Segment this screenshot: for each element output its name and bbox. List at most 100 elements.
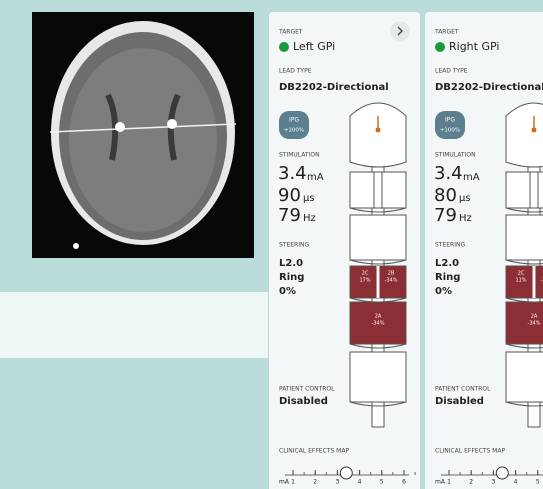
ipg-value: +100% <box>440 128 460 134</box>
contact-active <box>505 301 543 345</box>
program-panel: TARGET Right GPi LEAD TYPE DB2202-Direction… <box>425 12 543 489</box>
steering-value: L2.0 <box>435 258 459 269</box>
ipg-label: IPG <box>445 117 455 124</box>
scale-label: 6 <box>402 479 406 486</box>
pulse-width: 80 <box>434 185 457 206</box>
amplitude: 3.4 <box>278 163 307 184</box>
contact-active-rim <box>505 343 543 349</box>
contact-name: 2A <box>531 314 538 320</box>
section-label: PATIENT CONTROL <box>279 386 335 393</box>
unit: µs <box>303 193 315 204</box>
frequency: 79 <box>278 205 301 226</box>
section-label: CLINICAL EFFECTS MAP <box>435 448 505 455</box>
scale-unit: mA <box>435 479 446 486</box>
section-label: PATIENT CONTROL <box>435 386 491 393</box>
steering-value: L2.0 <box>279 258 303 269</box>
temp-icon <box>375 127 381 133</box>
program-panel: TARGET Left GPi LEAD TYPE DB2202-Directiona… <box>269 12 427 489</box>
contact <box>349 171 407 209</box>
amplitude-knob[interactable] <box>495 466 509 480</box>
steering-value: Ring <box>279 272 304 283</box>
contact <box>505 171 543 209</box>
frequency: 79 <box>434 205 457 226</box>
temp-icon <box>531 127 537 133</box>
lead-type: DB2202-Directional <box>279 82 389 93</box>
ipg-badge <box>279 111 309 139</box>
scale-label: 3 <box>491 479 495 486</box>
contact-active <box>349 301 407 345</box>
light-strip <box>0 292 268 358</box>
next-button[interactable] <box>390 21 410 41</box>
section-label: LEAD TYPE <box>279 68 312 75</box>
unit: mA <box>463 172 480 183</box>
amplitude: 3.4 <box>434 163 463 184</box>
button-bg <box>390 21 410 41</box>
unit: Hz <box>303 213 316 224</box>
lead-type: DB2202-Directional <box>435 82 543 93</box>
unit: mA <box>307 172 324 183</box>
scale-unit: mA <box>279 479 290 486</box>
patient-control: Disabled <box>279 396 328 407</box>
contact-rim <box>505 401 543 407</box>
status-dot <box>435 42 445 52</box>
contact-name: 2B <box>388 271 395 277</box>
scale-label: 1 <box>291 479 295 486</box>
contact <box>505 214 543 261</box>
scale-label: 2 <box>469 479 473 486</box>
contact-active-rim <box>349 343 407 349</box>
section-label: LEAD TYPE <box>435 68 468 75</box>
patient-control: Disabled <box>435 396 484 407</box>
unit: Hz <box>459 213 472 224</box>
ct-image <box>32 12 254 258</box>
scale-label: 4 <box>358 479 362 486</box>
ipg-value: +100% <box>284 128 304 134</box>
section-label: STIMULATION <box>435 152 476 159</box>
scale-label: 4 <box>514 479 518 486</box>
section-label: CLINICAL EFFECTS MAP <box>279 448 349 455</box>
contact-value: -34% <box>385 278 398 284</box>
contact-value: -34% <box>528 321 541 327</box>
contact-value: 11% <box>515 278 526 284</box>
steering-value: 0% <box>279 286 296 297</box>
status-dot <box>279 42 289 52</box>
steering-value: 0% <box>435 286 452 297</box>
scale-label: 3 <box>335 479 339 486</box>
section-label: TARGET <box>278 29 303 36</box>
contact <box>505 351 543 403</box>
contact <box>349 214 407 261</box>
contact-name: 2C <box>518 271 525 277</box>
contact-rim <box>349 259 407 265</box>
scale-label: 1 <box>447 479 451 486</box>
section-label: TARGET <box>434 29 459 36</box>
contact <box>349 351 407 403</box>
unit: µs <box>459 193 471 204</box>
contact-rim <box>505 259 543 265</box>
scale-label: 2 <box>313 479 317 486</box>
contact-rim <box>505 207 543 213</box>
contact-value: -34% <box>541 278 543 284</box>
scale-label: 5 <box>380 479 384 486</box>
section-label: STIMULATION <box>279 152 320 159</box>
amplitude-knob[interactable] <box>339 466 353 480</box>
contact-rim <box>349 207 407 213</box>
section-label: STEERING <box>279 242 309 249</box>
ipg-label: IPG <box>289 117 299 124</box>
pulse-width: 90 <box>278 185 301 206</box>
contact-name: 2C <box>362 271 369 277</box>
scale-label: 5 <box>536 479 540 486</box>
contact-value: 17% <box>359 278 370 284</box>
steering-value: Ring <box>435 272 460 283</box>
contact-active <box>505 265 543 299</box>
contact-rim <box>349 401 407 407</box>
ipg-badge <box>435 111 465 139</box>
section-label: STEERING <box>435 242 465 249</box>
contact-value: -34% <box>372 321 385 327</box>
target-name: Left GPi <box>293 40 335 53</box>
lead-tip <box>505 102 543 168</box>
lead-tip <box>349 102 407 168</box>
chevron-icon <box>397 26 403 36</box>
target-name: Right GPi <box>449 40 499 53</box>
